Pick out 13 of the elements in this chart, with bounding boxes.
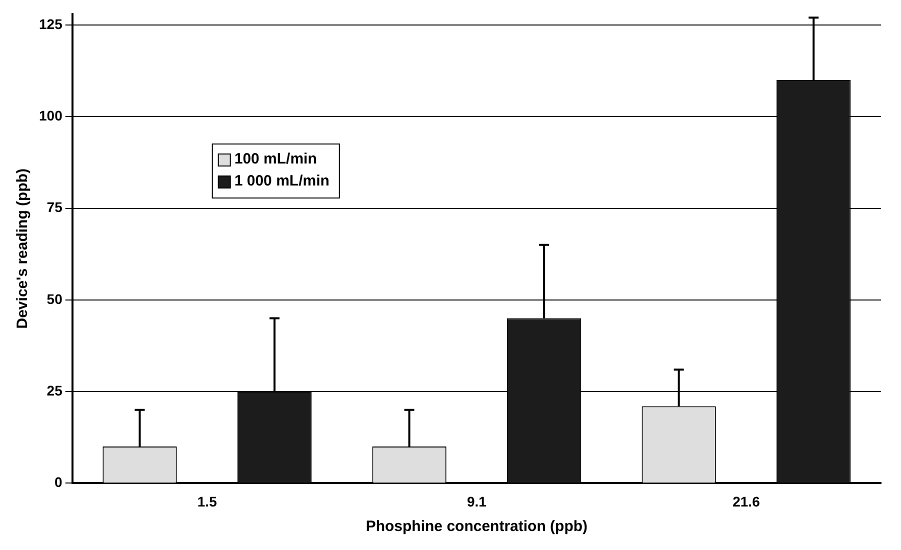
- x-tick-label: 9.1: [466, 493, 487, 510]
- legend-label: 100 mL/min: [234, 150, 317, 168]
- y-tick-label: 125: [39, 16, 63, 32]
- y-tick-label: 75: [46, 199, 63, 216]
- x-axis-title: Phosphine concentration (ppb): [366, 518, 588, 536]
- y-tick-label: 50: [46, 290, 63, 307]
- y-tick-label: 100: [39, 107, 63, 124]
- x-tick-label: 21.6: [732, 493, 760, 510]
- x-tick-label: 1.5: [197, 493, 218, 510]
- legend-label: 1 000 mL/min: [234, 172, 330, 190]
- y-axis-title: Device's reading (ppb): [14, 168, 32, 329]
- y-tick-label: 0: [54, 474, 63, 490]
- y-tick-label: 25: [46, 382, 63, 398]
